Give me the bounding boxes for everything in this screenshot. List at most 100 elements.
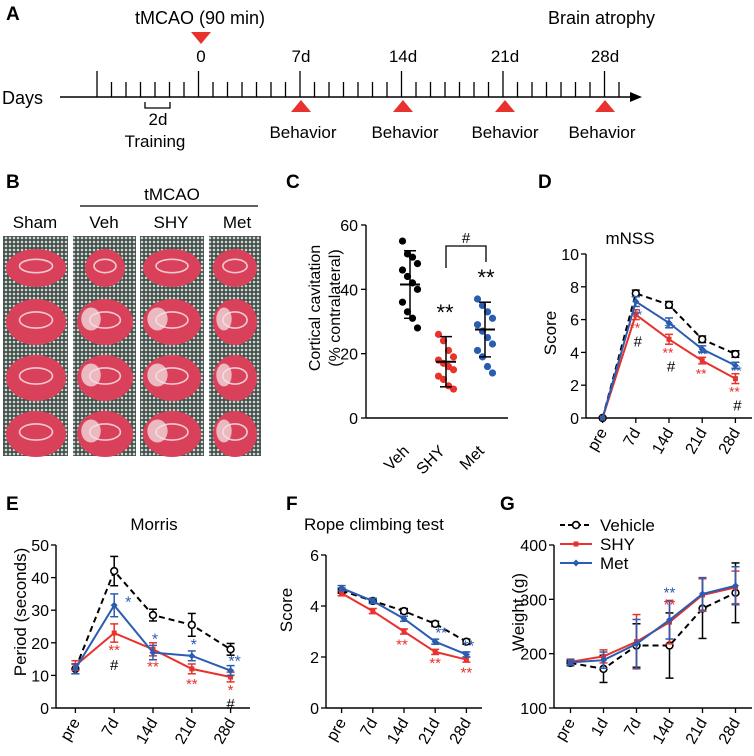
e-ytick-label: 40 [31,571,49,588]
panel-c-letter: C [286,172,300,193]
panel-d-letter: D [538,172,552,193]
brain-slice [143,249,201,287]
d-point [632,298,640,306]
e-point [149,649,157,657]
day-label-21: 21d [491,47,519,66]
d-xtick-label: 21d [683,426,711,458]
brain-slices [6,249,257,457]
c-ytick-label: 20 [340,347,358,364]
g-legend-label: SHY [600,535,635,554]
c-point [473,295,482,303]
tmcao-header: tMCAO [144,185,200,204]
c-xtick-label: Veh [381,443,413,475]
c-ylabel-1: Cortical cavitation [307,245,324,371]
behavior-label: Behavior [269,123,336,142]
e-xtick-label: 14d [133,716,161,748]
f-xtick-label: 21d [416,716,444,748]
f-xtick-label: 7d [358,716,382,740]
f-point [338,584,346,592]
e-sig-shy: ** [108,642,120,659]
behavior-label: Behavior [568,123,635,142]
d-ytick-label: 4 [570,345,579,362]
brain-slice [6,299,66,345]
brain-slice-line [93,258,117,274]
e-sig-shy: ** [147,658,159,675]
brain-slice-line [155,258,189,274]
g-xtick-label: pre [553,715,579,744]
days-label: Days [2,88,43,108]
f-ytick-label: 6 [310,548,319,565]
d-xtick-label: 14d [649,426,677,458]
c-xtick-label: SHY [414,443,450,479]
c-xtick-label: Met [457,442,488,473]
e-point [227,667,235,675]
f-point [339,590,345,596]
e-point [226,645,235,654]
behavior-label: Behavior [471,123,538,142]
c-ytick-label: 0 [349,411,358,428]
f-title: Rope climbing test [304,515,444,534]
c-point [473,321,482,329]
d-sig-met: ** [631,307,642,323]
e-hash: # [110,657,119,674]
panel-c: C Cortical cavitation (% contralateral) … [286,172,508,478]
d-point [697,335,707,344]
d-point [631,289,640,298]
e-xtick-label: pre [58,715,84,744]
f-ytick-label: 4 [310,599,319,616]
d-point [699,358,705,364]
g-series-vehicle [570,591,736,670]
c-ylabel-2: (% contralateral) [327,249,344,366]
c-point [398,266,407,274]
panel-e: E Morris Period (seconds) 0 10 20 30 40 50 pre… [6,494,250,747]
g-point [666,616,673,624]
brain-lesion [147,363,168,387]
e-ytick-label: 30 [31,603,49,620]
g-xtick-label: 28d [716,716,744,748]
e-sig-shy: * [228,682,234,699]
f-xtick-label: 28d [447,716,475,748]
behavior-triangle-icon [595,100,615,112]
g-point [732,582,739,590]
e-xtick-label: 28d [211,716,239,748]
d-sig-shy: ** [729,384,740,400]
g-xtick-label: 1d [588,716,612,740]
g-point [633,640,640,648]
d-point [731,349,740,359]
g-sig-met: ** [664,584,676,601]
brain-slice-line [18,367,54,385]
c-bracket-hash: # [462,230,471,247]
c-point [488,340,497,348]
brain-slice [6,249,66,287]
column-label-met: Met [223,213,252,232]
d-ytick-label: 8 [570,280,579,297]
e-point [228,674,234,680]
g-series-met [570,584,736,664]
brain-lesion [81,363,101,387]
column-label-veh: Veh [89,213,118,232]
panel-g: G Weight (g) 100 200 300 400 pre 1d 7d 14d 21d 28… [500,494,752,747]
e-ytick-label: 50 [31,538,49,555]
day-label-7: 7d [292,47,311,66]
behavior-triangle-icon [393,100,413,112]
c-point [449,353,458,361]
brain-slice-line [18,258,54,274]
g-legend-marker [572,559,580,567]
e-sig-met: * [125,594,131,611]
d-ytick-label: 6 [570,313,579,330]
e-hash: # [226,696,235,713]
g-ytick-label: 200 [520,647,547,664]
training-label: Training [125,132,186,151]
d-point [731,362,739,370]
training-days: 2d [149,110,168,129]
d-point [698,345,706,353]
day-label-0: 0 [196,47,205,66]
panel-b: B tMCAO Sham Veh SHY Met [3,172,261,457]
d-ytick-label: 0 [570,411,579,428]
d-xtick-label: 28d [716,426,744,458]
panel-e-letter: E [6,494,19,515]
c-point [488,314,497,322]
column-label-shy: SHY [154,213,189,232]
